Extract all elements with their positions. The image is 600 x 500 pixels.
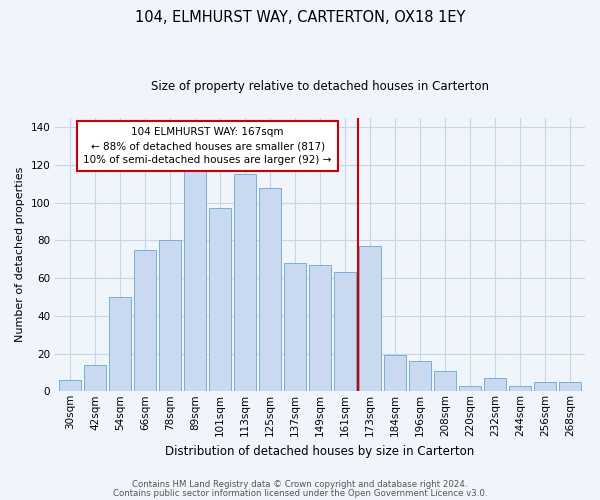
Text: 104 ELMHURST WAY: 167sqm
← 88% of detached houses are smaller (817)
10% of semi-: 104 ELMHURST WAY: 167sqm ← 88% of detach… <box>83 127 332 165</box>
Bar <box>134 250 157 392</box>
Bar <box>309 265 331 392</box>
Bar <box>484 378 506 392</box>
Bar <box>509 386 531 392</box>
Bar <box>234 174 256 392</box>
Bar <box>409 361 431 392</box>
Bar <box>384 356 406 392</box>
Bar <box>359 246 382 392</box>
Text: Contains HM Land Registry data © Crown copyright and database right 2024.: Contains HM Land Registry data © Crown c… <box>132 480 468 489</box>
Bar <box>259 188 281 392</box>
Y-axis label: Number of detached properties: Number of detached properties <box>15 167 25 342</box>
Bar <box>109 297 131 392</box>
Title: Size of property relative to detached houses in Carterton: Size of property relative to detached ho… <box>151 80 489 93</box>
X-axis label: Distribution of detached houses by size in Carterton: Distribution of detached houses by size … <box>166 444 475 458</box>
Bar <box>534 382 556 392</box>
Bar <box>159 240 181 392</box>
Text: 104, ELMHURST WAY, CARTERTON, OX18 1EY: 104, ELMHURST WAY, CARTERTON, OX18 1EY <box>135 10 465 25</box>
Bar <box>184 170 206 392</box>
Bar <box>434 370 456 392</box>
Bar <box>334 272 356 392</box>
Bar <box>459 386 481 392</box>
Text: Contains public sector information licensed under the Open Government Licence v3: Contains public sector information licen… <box>113 488 487 498</box>
Bar <box>209 208 232 392</box>
Bar <box>59 380 82 392</box>
Bar <box>284 263 307 392</box>
Bar <box>84 365 106 392</box>
Bar <box>559 382 581 392</box>
